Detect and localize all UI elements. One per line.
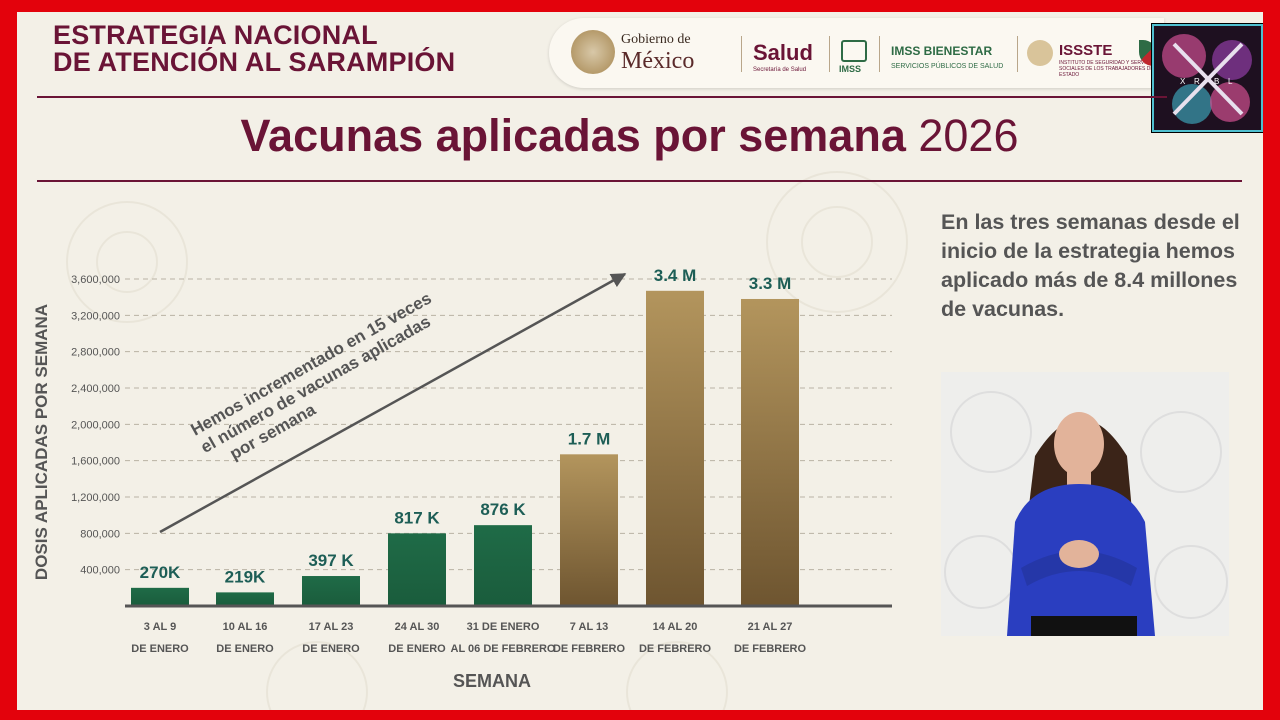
summary-text: En las tres semanas desde el inicio de l… (941, 210, 1240, 321)
x-tick-label: 31 DE ENERO (467, 621, 540, 633)
bar (474, 525, 532, 606)
data-label: 397 K (308, 551, 354, 570)
data-label: 3.4 M (654, 266, 697, 285)
x-tick-label: DE ENERO (302, 643, 360, 655)
bar (560, 454, 618, 606)
salud-logo: Salud (753, 40, 813, 65)
x-tick-label: 24 AL 30 (395, 621, 440, 633)
imss-emblem-icon (841, 40, 867, 62)
growth-arrow (159, 272, 627, 534)
x-tick-label: DE ENERO (131, 643, 189, 655)
x-axis-label: SEMANA (453, 671, 531, 691)
gobierno-label: Gobierno de (621, 32, 691, 47)
x-tick-label: 21 AL 27 (748, 621, 793, 633)
x-tick-label: 3 AL 9 (144, 621, 176, 633)
y-tick-label: 400,000 (80, 565, 120, 577)
data-label: 219K (225, 567, 266, 586)
imss-bienestar-subtitle: SERVICIOS PÚBLICOS DE SALUD (891, 63, 1004, 70)
logo-divider (879, 36, 880, 72)
bar (388, 533, 446, 606)
avatar-letter-1: X (1180, 77, 1186, 86)
y-tick-label: 2,800,000 (71, 347, 120, 359)
strategy-title: ESTRATEGIA NACIONAL DE ATENCIÓN AL SARAM… (53, 22, 455, 76)
sign-language-interpreter-video (941, 372, 1229, 636)
page-title: Vacunas aplicadas por semana 2026 (17, 110, 1242, 162)
imss-bienestar-logo: IMSS BIENESTAR (891, 44, 993, 58)
y-tick-label: 2,400,000 (71, 383, 120, 395)
title-rule (37, 180, 1242, 182)
bar (216, 592, 274, 606)
salud-subtitle: Secretaría de Salud (753, 67, 807, 73)
slide: ESTRATEGIA NACIONAL DE ATENCIÓN AL SARAM… (17, 12, 1263, 710)
data-label: 3.3 M (749, 274, 792, 293)
interpreter-figure (941, 372, 1229, 636)
y-tick-label: 2,000,000 (71, 419, 120, 431)
y-axis-label: DOSIS APLICADAS POR SEMANA (32, 304, 51, 580)
avatar-letter-4: L (1228, 77, 1233, 86)
bar (741, 298, 799, 606)
header-rule (37, 96, 1167, 98)
background-pattern (66, 171, 908, 710)
issste-logo: ISSSTE (1059, 42, 1113, 59)
issste-subtitle: INSTITUTO DE SEGURIDAD Y SERVICIOS SOCIA… (1059, 60, 1158, 78)
avatar-letter-2: R (1194, 77, 1200, 86)
issste-emblem-icon (1027, 40, 1053, 66)
page-title-main: Vacunas aplicadas por semana (240, 110, 906, 161)
y-tick-label: 800,000 (80, 528, 120, 540)
x-tick-label: DE FEBRERO (734, 643, 807, 655)
bar (131, 587, 189, 606)
y-tick-label: 1,200,000 (71, 492, 120, 504)
data-label: 876 K (480, 500, 526, 519)
annotation-line: el número de vacunas aplicadas (197, 312, 433, 457)
data-label: 270K (140, 563, 181, 582)
mexico-seal-icon (571, 30, 615, 74)
bar (302, 576, 360, 606)
mexico-label: México (621, 48, 695, 74)
x-tick-label: 17 AL 23 (309, 621, 354, 633)
x-tick-label: 10 AL 16 (223, 621, 268, 633)
data-label: 1.7 M (568, 429, 611, 448)
bar (646, 290, 704, 606)
y-tick-label: 3,600,000 (71, 274, 120, 286)
logo-divider (829, 36, 830, 72)
x-tick-label: 7 AL 13 (570, 621, 609, 633)
channel-avatar: X R B L (1152, 24, 1263, 132)
imss-logo: IMSS (839, 64, 862, 74)
logo-divider (741, 36, 742, 72)
page-title-year: 2026 (918, 110, 1019, 161)
x-tick-label: DE ENERO (388, 643, 446, 655)
x-tick-label: DE FEBRERO (553, 643, 626, 655)
y-tick-label: 1,600,000 (71, 456, 120, 468)
avatar-letter-3: B (1214, 77, 1219, 86)
data-label: 817 K (394, 508, 440, 527)
channel-avatar-icon: X R B L (1162, 34, 1252, 124)
logo-divider (1017, 36, 1018, 72)
x-tick-label: AL 06 DE FEBRERO (451, 643, 556, 655)
strategy-line-1: ESTRATEGIA NACIONAL (53, 20, 378, 50)
x-tick-label: 14 AL 20 (653, 621, 698, 633)
strategy-line-2: DE ATENCIÓN AL SARAMPIÓN (53, 47, 456, 77)
x-tick-label: DE ENERO (216, 643, 274, 655)
x-tick-label: DE FEBRERO (639, 643, 712, 655)
y-tick-label: 3,200,000 (71, 310, 120, 322)
bar-chart: 400,000 800,000 1,200,000 1,600,000 2,000,00… (32, 266, 892, 691)
